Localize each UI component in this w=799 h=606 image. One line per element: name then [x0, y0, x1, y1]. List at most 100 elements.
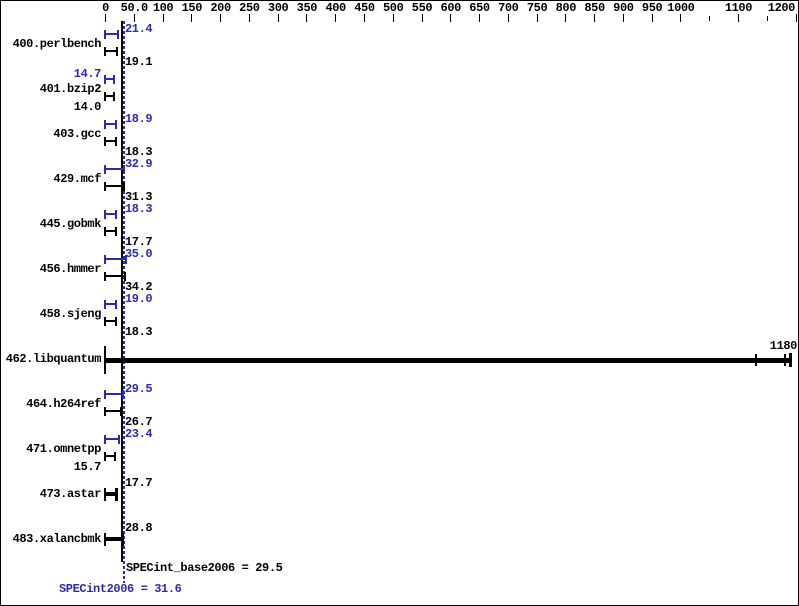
benchmark-label: 462.libquantum	[5, 352, 102, 366]
x-tick	[680, 14, 682, 22]
peak-bar	[105, 78, 114, 80]
x-tick	[335, 14, 337, 22]
base-start-cap	[104, 317, 106, 326]
x-tick	[479, 14, 480, 22]
x-tick-label: 900	[613, 1, 634, 15]
peak-start-cap	[104, 75, 106, 84]
x-tick	[622, 14, 624, 22]
base-value-label: 18.3	[125, 145, 153, 159]
peak-end-cap	[123, 165, 126, 174]
base-start-cap	[104, 227, 106, 236]
summary-base-label: SPECint_base2006 = 29.5	[126, 561, 283, 575]
mean-line-base	[121, 21, 123, 562]
x-tick	[162, 14, 164, 22]
base-value-label: 31.3	[125, 190, 153, 204]
peak-end-cap	[124, 255, 127, 264]
benchmark-label: 464.h264ref	[26, 397, 101, 411]
peak-bar	[105, 303, 117, 305]
x-tick-label: 250	[239, 1, 260, 15]
x-tick-label: 650	[469, 1, 490, 15]
benchmark-label: 473.astar	[39, 487, 102, 501]
x-tick-label: 400	[325, 1, 346, 15]
value-label: 17.7	[125, 476, 153, 490]
peak-end-cap	[115, 120, 118, 129]
benchmark-label: 456.hmmer	[39, 262, 102, 276]
base-value-label: 18.3	[125, 325, 153, 339]
x-tick	[392, 14, 394, 22]
merged-bar	[105, 492, 116, 496]
x-tick	[363, 14, 365, 22]
x-tick-label: 750	[526, 1, 548, 15]
peak-start-cap	[104, 165, 106, 174]
x-tick-label: 300	[267, 1, 289, 15]
x-tick	[277, 14, 279, 22]
merged-bar	[105, 537, 123, 541]
x-tick	[248, 14, 250, 22]
merged-bar	[105, 358, 791, 363]
x-tick	[737, 14, 739, 22]
x-tick	[709, 16, 711, 21]
run-tick	[783, 354, 786, 366]
peak-value-label: 29.5	[125, 382, 153, 396]
peak-end-cap	[113, 75, 115, 84]
value-label: 28.8	[125, 521, 153, 535]
x-tick	[795, 14, 797, 22]
value-label: 1180	[769, 339, 798, 353]
base-start-cap	[104, 182, 106, 191]
x-tick	[306, 14, 308, 22]
base-value-label: 17.7	[125, 235, 153, 249]
peak-value-label: 35.0	[125, 247, 153, 261]
x-tick	[594, 14, 596, 22]
base-bar	[105, 320, 116, 322]
peak-bar	[105, 168, 125, 170]
base-end-cap	[122, 182, 125, 191]
peak-value-label: 18.3	[125, 202, 153, 216]
peak-value-label: 14.7	[73, 67, 102, 81]
x-tick-label: 1100	[724, 1, 753, 15]
base-end-cap	[124, 272, 127, 281]
x-tick-label: 850	[584, 1, 605, 15]
peak-start-cap	[104, 435, 106, 444]
benchmark-label: 401.bzip2	[39, 82, 102, 96]
base-end-cap	[115, 47, 118, 56]
base-bar	[105, 140, 116, 142]
peak-end-cap	[116, 30, 119, 39]
x-tick-label: 600	[440, 1, 462, 15]
base-value-label: 14.0	[73, 100, 102, 114]
x-tick	[565, 14, 567, 22]
base-start-cap	[104, 272, 106, 281]
base-start-cap	[104, 47, 106, 56]
x-tick-label: 500	[382, 1, 404, 15]
peak-start-cap	[104, 255, 106, 264]
base-end-cap	[115, 137, 117, 146]
base-value-label: 15.7	[73, 460, 102, 474]
peak-value-label: 18.9	[125, 112, 153, 126]
base-bar	[105, 275, 126, 277]
benchmark-label: 400.perlbench	[12, 37, 102, 51]
base-bar	[105, 95, 114, 97]
peak-value-label: 32.9	[125, 157, 153, 171]
x-tick-label: 100	[152, 1, 174, 15]
peak-end-cap	[115, 210, 117, 219]
peak-bar	[105, 123, 117, 125]
peak-start-cap	[104, 390, 106, 399]
base-start-cap	[104, 452, 106, 461]
x-tick-label: 950	[641, 1, 663, 15]
base-start-cap	[104, 92, 106, 101]
peak-start-cap	[104, 30, 106, 39]
run-tick	[754, 354, 757, 366]
peak-value-label: 21.4	[125, 22, 153, 36]
x-tick-label: 450	[354, 1, 375, 15]
benchmark-label: 403.gcc	[53, 127, 101, 141]
benchmark-label: 483.xalancbmk	[12, 532, 102, 546]
x-tick-label: 700	[498, 1, 519, 15]
benchmark-label: 429.mcf	[53, 172, 101, 186]
base-start-cap	[104, 137, 106, 146]
base-bar	[105, 185, 124, 187]
bar-start-cap	[104, 346, 106, 374]
x-tick	[507, 14, 509, 22]
benchmark-label: 471.omnetpp	[26, 442, 101, 456]
base-end-cap	[113, 452, 116, 461]
peak-bar	[105, 438, 119, 440]
